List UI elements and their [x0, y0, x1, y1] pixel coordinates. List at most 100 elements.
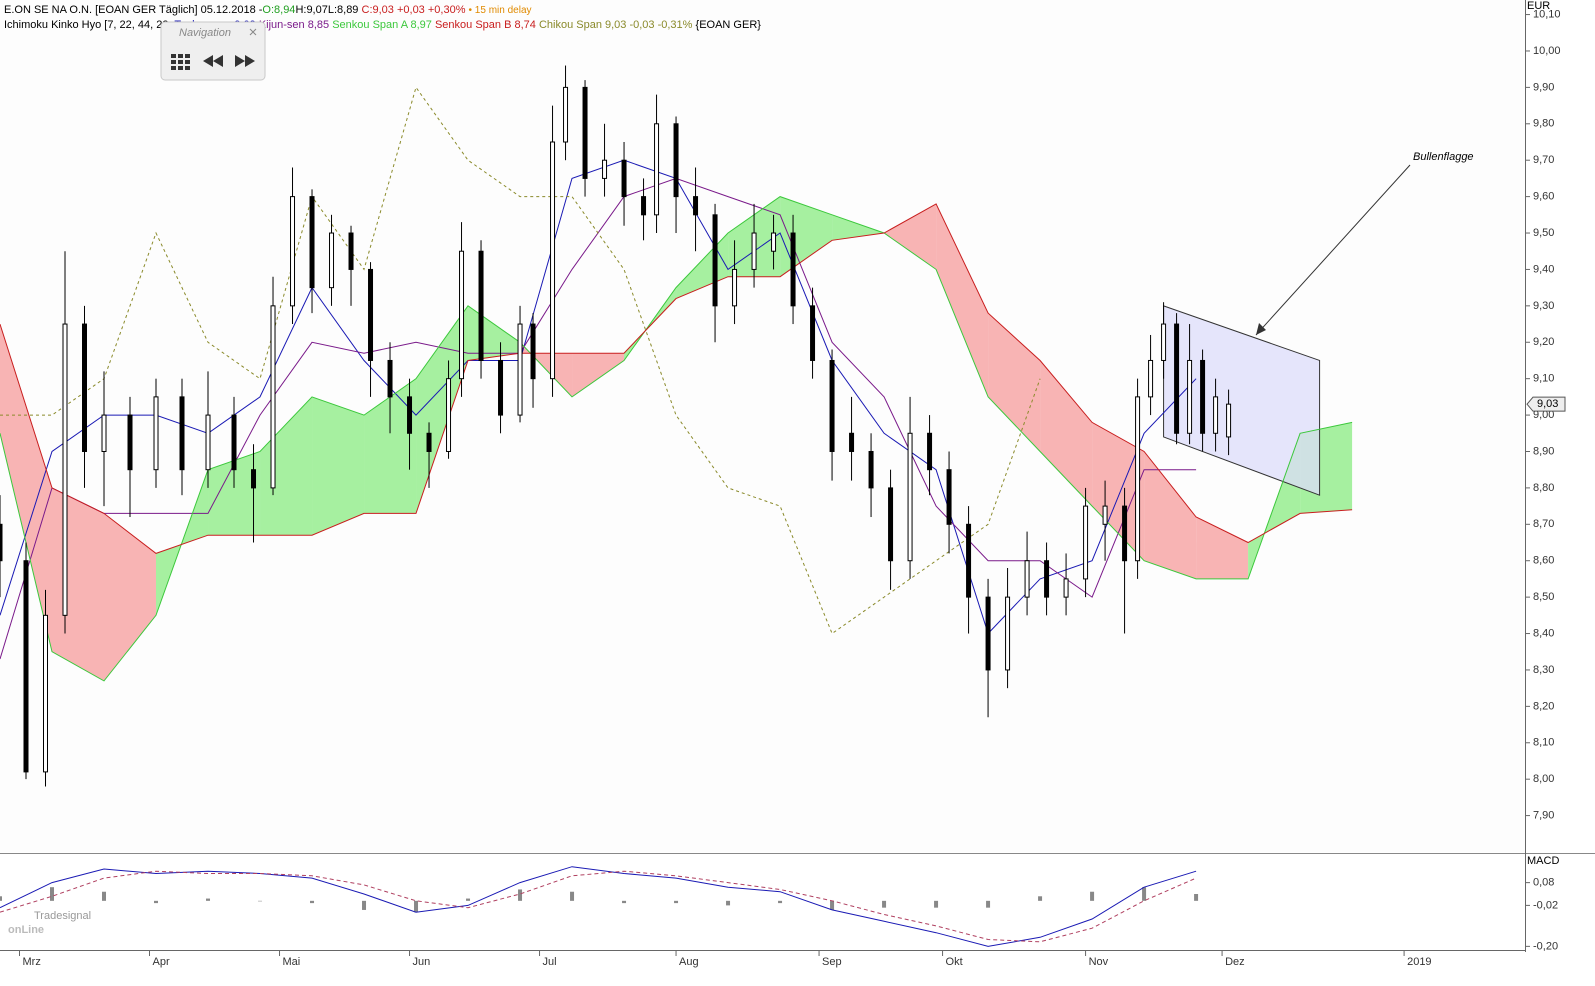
x-tick-label: Jul — [543, 956, 557, 968]
candle-body — [641, 196, 647, 216]
x-tick-label: Mai — [283, 956, 301, 968]
histogram-bar — [466, 898, 471, 901]
price-badge — [1526, 396, 1566, 412]
candle-body — [985, 596, 991, 671]
header-title: E.ON SE NA O.N. [EOAN GER Täglich] 05.12… — [4, 4, 263, 16]
candle-body — [907, 432, 913, 562]
candle-body — [1083, 505, 1089, 580]
y-tick-label: 9,50 — [1533, 227, 1554, 239]
histogram-bar — [518, 889, 523, 901]
cloud-segment — [0, 324, 53, 652]
nav-close[interactable] — [249, 28, 257, 36]
histogram-bar — [414, 900, 419, 913]
histogram-bar — [570, 891, 575, 901]
candle-body — [1044, 560, 1050, 598]
candle-body — [946, 469, 952, 525]
legend-entry: Chikou Span 9,03 -0,03 -0,31% — [539, 19, 693, 31]
y-tick-label: 9,60 — [1533, 191, 1554, 203]
cloud-segment — [1040, 360, 1093, 507]
x-tick-label: Aug — [679, 956, 699, 968]
candle-body — [426, 432, 432, 452]
candle-body — [771, 232, 777, 252]
x-tick-label: 2019 — [1407, 956, 1431, 968]
candle-body — [654, 123, 660, 216]
candle-body — [751, 232, 757, 270]
y-tick-label: 8,60 — [1533, 555, 1554, 567]
y-tick-label: 8,50 — [1533, 591, 1554, 603]
y-tick-label: 8,80 — [1533, 482, 1554, 494]
candle-body — [368, 268, 374, 361]
cloud-segment — [1092, 422, 1145, 561]
y-tick-label: 0,08 — [1533, 877, 1554, 889]
y-tick-label: 8,70 — [1533, 518, 1554, 530]
candle-body — [82, 323, 88, 452]
cloud-segment — [104, 513, 157, 681]
macd-line — [0, 866, 1197, 947]
nav-back[interactable] — [203, 55, 223, 67]
candle-body — [1213, 396, 1219, 434]
x-tick-label: Nov — [1089, 956, 1109, 968]
y-unit: EUR — [1527, 0, 1550, 12]
cloud-segment — [832, 214, 885, 241]
y-tick-label: 9,10 — [1533, 373, 1554, 385]
candle-body — [407, 396, 413, 434]
nav-grid-icon[interactable] — [171, 54, 190, 70]
y-tick-label: 9,40 — [1533, 263, 1554, 275]
symbol-label: {EOAN GER} — [696, 19, 762, 31]
cloud-segment — [364, 378, 417, 514]
indicator-line — [0, 203, 1353, 554]
histogram-bar — [778, 900, 783, 904]
logo-small: Tradesignal — [34, 910, 91, 922]
candle-body — [1135, 396, 1141, 562]
candle-body — [387, 359, 393, 398]
candle-body — [673, 123, 679, 198]
indicator-label: Ichimoku Kinko Hyo [7, 22, 44, 22, — [4, 19, 172, 31]
y-tick-label: 9,90 — [1533, 81, 1554, 93]
candle-body — [1200, 359, 1206, 434]
nav-forward[interactable] — [235, 55, 255, 67]
candle-body — [927, 432, 933, 471]
candle-body — [498, 359, 504, 416]
cloud-segment — [208, 451, 261, 536]
header-open: O:8,94 — [262, 4, 295, 16]
histogram-bar — [310, 900, 315, 904]
legend-entry: Senkou Span A 8,97 — [332, 19, 432, 31]
cloud-segment — [52, 487, 105, 681]
y-tick-label: 8,90 — [1533, 445, 1554, 457]
candle-body — [693, 196, 699, 216]
candle-body — [43, 614, 49, 773]
y-tick-label: 9,80 — [1533, 118, 1554, 130]
y-tick-label: 7,90 — [1533, 809, 1554, 821]
y-tick-label: 10,00 — [1533, 45, 1561, 57]
candle-body — [517, 323, 523, 416]
x-tick-label: Jun — [413, 956, 431, 968]
cloud-segment — [988, 313, 1041, 452]
candle-body — [153, 396, 159, 471]
candle-body — [1063, 578, 1069, 598]
candle-body — [868, 450, 874, 489]
cloud-segment — [1196, 517, 1249, 579]
candle-body — [966, 523, 972, 598]
histogram-bar — [726, 900, 731, 906]
histogram-bar — [1090, 891, 1095, 901]
candle-body — [251, 469, 257, 489]
navigation[interactable]: Navigation — [160, 21, 266, 81]
candle-body — [446, 378, 452, 452]
candle-body — [563, 86, 569, 143]
x-tick-label: Apr — [153, 956, 170, 968]
candle-body — [888, 487, 894, 562]
candle-body — [790, 232, 796, 307]
annotation-arrow — [1255, 164, 1411, 336]
candle-body — [550, 141, 556, 380]
histogram-bar — [986, 900, 991, 908]
legend: Ichimoku Kinko Hyo [7, 22, 44, 22, Tenka… — [4, 19, 761, 31]
y-tick-label: 8,00 — [1533, 773, 1554, 785]
candle-body — [1174, 323, 1180, 434]
histogram-bar — [1038, 896, 1043, 901]
cloud-segment — [572, 353, 625, 397]
candle-body — [1005, 596, 1011, 671]
candle-body — [309, 196, 315, 289]
candle-body — [62, 323, 68, 616]
indicator-line — [0, 86, 1041, 635]
nav-box — [160, 21, 266, 81]
